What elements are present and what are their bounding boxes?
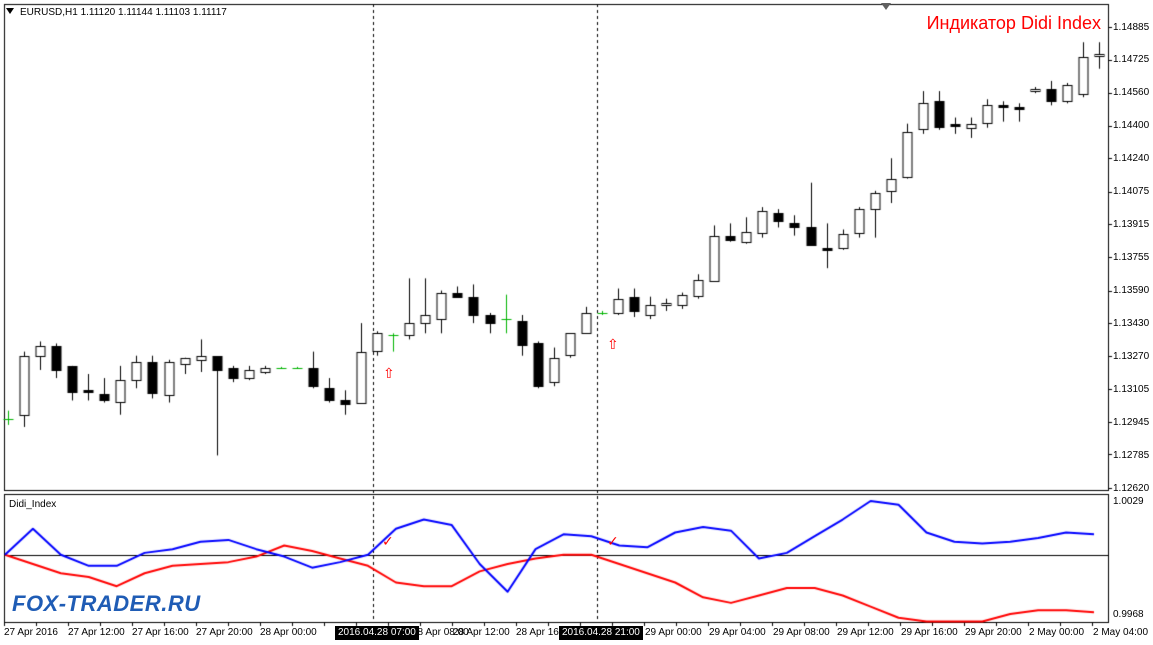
time-label: 2 May 00:00 (1029, 627, 1085, 638)
watermark: FOX-TRADER.RU (12, 591, 201, 616)
price-label: 1.13755 (1113, 252, 1150, 263)
crosshair-time-highlight: 2016.04.28 21:00 (559, 626, 643, 640)
price-label: 1.13590 (1113, 285, 1150, 296)
time-label: 27 Apr 2016 (4, 627, 58, 638)
price-label: 1.14560 (1113, 87, 1150, 98)
price-label: 1.12785 (1113, 450, 1150, 461)
time-label: 29 Apr 12:00 (837, 627, 894, 638)
symbol-info: EURUSD,H1 1.11120 1.11144 1.11103 1.1111… (20, 7, 227, 18)
price-label: 1.13270 (1113, 351, 1150, 362)
time-label: 27 Apr 20:00 (196, 627, 253, 638)
time-label: 27 Apr 16:00 (132, 627, 189, 638)
indicator-name: Didi_Index (9, 499, 57, 510)
indicator-top-label: 1.0029 (1113, 496, 1144, 507)
buy-arrow-icon: ⇧ (383, 366, 395, 382)
time-label: 29 Apr 00:00 (645, 627, 702, 638)
crosshair-time-highlight: 2016.04.28 07:00 (335, 626, 419, 640)
price-label: 1.13105 (1113, 384, 1150, 395)
indicator-title: Индикатор Didi Index (926, 13, 1101, 33)
price-label: 1.12620 (1113, 483, 1150, 494)
cross-check-icon: ✓ (607, 534, 619, 550)
indicator-bottom-label: 0.9968 (1113, 609, 1144, 620)
time-label: 28 Apr 12:00 (453, 627, 510, 638)
time-label: 28 Apr 08:00 (412, 627, 469, 638)
price-label: 1.14240 (1113, 153, 1150, 164)
symbol-dropdown-icon[interactable] (6, 8, 14, 14)
cross-check-icon: ✓ (382, 534, 394, 550)
time-label: 29 Apr 08:00 (773, 627, 830, 638)
price-label: 1.14725 (1113, 54, 1150, 65)
time-label: 28 Apr 00:00 (260, 627, 317, 638)
time-label: 29 Apr 20:00 (965, 627, 1022, 638)
price-label: 1.13915 (1113, 219, 1150, 230)
chart-shift-marker-icon[interactable] (881, 3, 891, 10)
price-label: 1.14885 (1113, 22, 1150, 33)
price-label: 1.14400 (1113, 120, 1150, 131)
time-label: 2 May 04:00 (1093, 627, 1149, 638)
time-label: 27 Apr 12:00 (68, 627, 125, 638)
price-label: 1.14075 (1113, 186, 1150, 197)
buy-arrow-icon: ⇧ (607, 337, 619, 353)
price-label: 1.12945 (1113, 417, 1150, 428)
price-label: 1.13430 (1113, 318, 1150, 329)
time-label: 29 Apr 16:00 (901, 627, 958, 638)
time-label: 28 Apr 16 (516, 627, 559, 638)
time-label: 29 Apr 04:00 (709, 627, 766, 638)
